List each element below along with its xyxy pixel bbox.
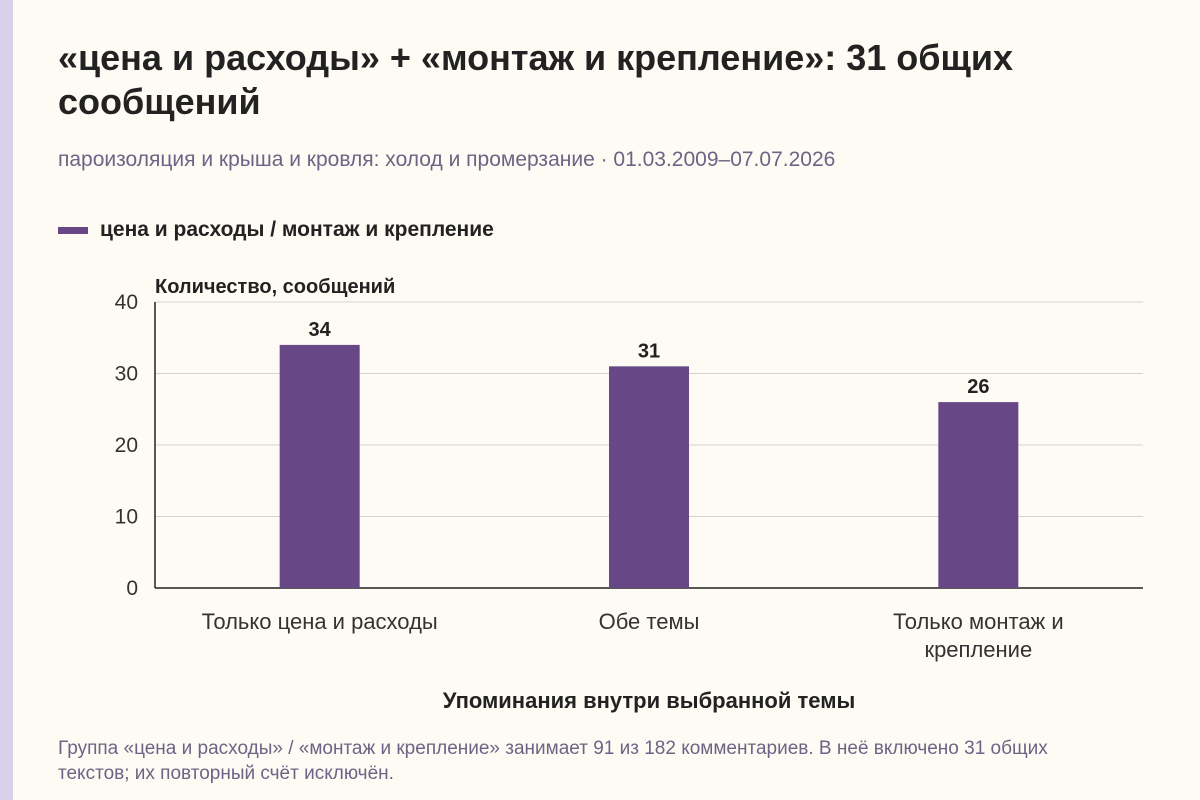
x-tick-label: крепление	[924, 637, 1032, 662]
x-tick-label: Только цена и расходы	[202, 609, 438, 634]
y-tick-label: 30	[115, 363, 138, 386]
bar-value-label: 34	[309, 319, 332, 341]
bar-value-label: 31	[638, 340, 660, 362]
y-tick-label: 40	[115, 291, 138, 314]
accent-sidebar-strip	[0, 0, 13, 800]
bar	[279, 344, 360, 588]
bar-value-label: 26	[967, 376, 989, 398]
legend-label: цена и расходы / монтаж и крепление	[100, 218, 494, 241]
x-tick-label: Обе темы	[599, 609, 700, 634]
y-tick-label: 20	[115, 434, 138, 457]
legend: цена и расходы / монтаж и крепление	[58, 218, 494, 242]
y-axis-title: Количество, сообщений	[155, 276, 395, 298]
legend-swatch	[58, 226, 88, 234]
y-tick-label: 10	[115, 506, 138, 529]
x-tick-label: Только монтаж и	[893, 609, 1064, 634]
chart-subtitle: пароизоляция и крыша и кровля: холод и п…	[58, 148, 836, 171]
chart-footnote: Группа «цена и расходы» / «монтаж и креп…	[58, 738, 1048, 784]
x-axis-title: Упоминания внутри выбранной темы	[443, 688, 856, 713]
bar	[609, 366, 689, 588]
chart-title: «цена и расходы» + «монтаж и крепление»:…	[58, 37, 1014, 122]
bar	[938, 402, 1019, 588]
y-tick-label: 0	[126, 577, 138, 600]
